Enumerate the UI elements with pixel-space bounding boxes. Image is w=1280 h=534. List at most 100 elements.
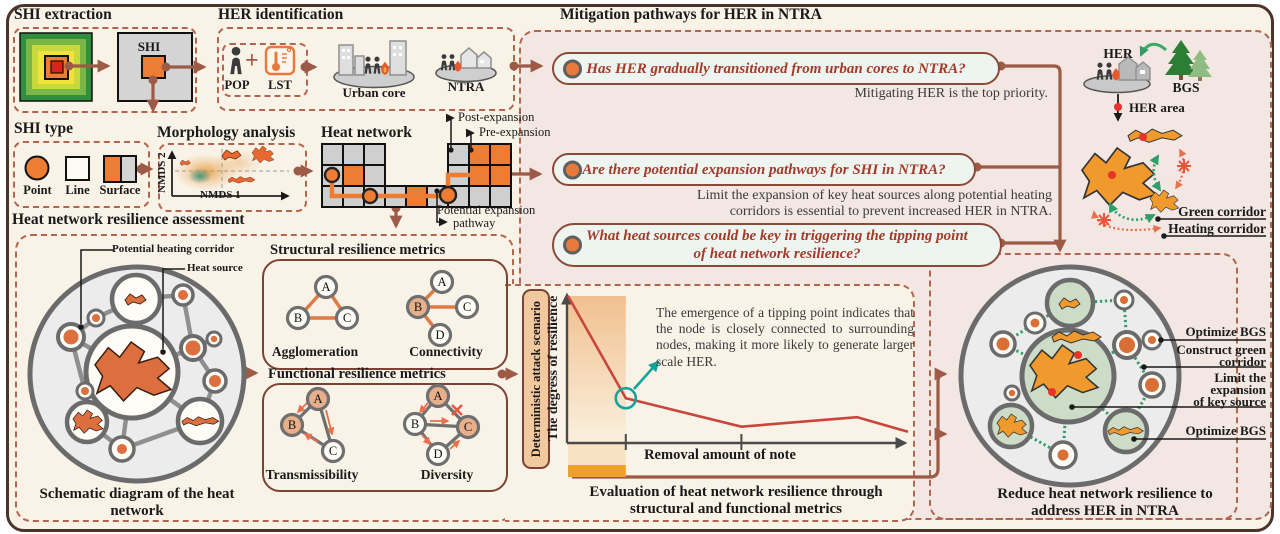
shi-type-title: SHI type [14,120,73,137]
question-1-text: Has HER gradually transitioned from urba… [586,60,966,77]
callout-optimize-bgs-2: Optimize BGS [1185,423,1266,438]
reduce-network [958,264,1266,488]
agglomeration-label: Agglomeration [271,344,359,359]
shi-type-icons [24,155,137,183]
her-area-blobs [1081,128,1183,213]
heat-source-label: Heat source [187,262,243,274]
corridor-legend-lines [1158,218,1266,237]
reduce-caption-1: Reduce heat network resilience to [997,486,1213,502]
grid-callouts [436,113,475,227]
svg-text:A: A [313,392,322,406]
trees-icon [1165,40,1212,81]
diversity-label: Diversity [420,467,474,482]
lst-icon [264,45,296,76]
svg-text:C: C [329,444,337,458]
plus-sign: + [245,48,259,74]
svg-text:B: B [294,311,302,325]
nmds-plot [167,145,290,201]
svg-text:B: B [288,418,296,432]
functional-metrics-box [262,383,508,492]
tipping-pointer-arrow [633,360,660,390]
potential-heating-corridor-label: Potential heating corridor [112,243,235,255]
shi-type-surface-label: Surface [99,183,141,197]
nmds1-axis-label: NMDS 1 [200,189,241,201]
heat-network-schematic [27,264,247,484]
her-identification-title: HER identification [218,6,344,23]
schematic-caption-1: Schematic diagram of the heat [39,486,235,502]
lst-label: LST [268,78,292,92]
svg-text:A: A [437,275,446,289]
flow-arrows [69,59,1067,479]
diversity-graph: A B C D [402,383,481,467]
schematic-callouts [80,249,185,349]
her-label: HER [1103,46,1133,61]
attack-scenario-tag: Deterministic attack scenario [522,289,550,469]
schematic-caption-2: network [110,503,164,519]
pop-label: POP [224,78,250,92]
morphology-title: Morphology analysis [157,124,296,141]
flame-icon [454,60,462,72]
attack-scenario-label: Deterministic attack scenario [528,300,543,458]
bgs-to-her-arrow [1139,42,1168,57]
resilience-chart [561,292,909,477]
answer-2-line-2: corridors is essential to prevent increa… [729,204,1052,219]
callout-limit-1: Limit the [1214,370,1266,385]
potential-expansion-label-1: Potential expansion [437,203,536,217]
flame-icon [1112,68,1120,81]
ntra-label: NTRA [447,79,485,94]
heat-source-nodes [323,166,458,205]
mitigation-title: Mitigation pathways for HER in NTRA [560,6,822,23]
blocked-corridor-stars [1097,159,1191,227]
callout-limit-2: expansion [1210,382,1266,397]
bgs-label: BGS [1172,80,1200,95]
svg-text:C: C [464,420,472,434]
svg-text:B: B [414,300,422,314]
callout-construct-green-1: Construct green [1176,342,1266,357]
chart-x-axis-label: Removal amount of note [644,447,796,463]
assessment-title: Heat network resilience assessment [12,211,245,228]
heat-network-title: Heat network [321,124,412,141]
urban-core-icon [333,40,415,89]
question-2-text: Are there potential expansion pathways f… [582,161,946,178]
transmissibility-label: Transmissibility [265,467,359,482]
question-bullet-icon [563,59,582,78]
transmissibility-graph: A B C [279,386,346,464]
reduce-callout-lines [1072,339,1266,440]
shi-extraction-title: SHI extraction [14,6,112,23]
question-3-pill: What heat sources could be key in trigge… [552,223,1002,267]
question-1-pill: Has HER gradually transitioned from urba… [552,52,1000,85]
morphology-box [158,143,307,212]
callout-construct-green-2: corridor [1219,354,1266,369]
question-bullet-icon [563,160,582,179]
agglomeration-graph: A B C [285,274,360,331]
her-area-label: HER area [1129,100,1185,115]
evaluation-caption-1: Evaluation of heat network resilience th… [589,484,883,500]
question-3-text-1: What heat sources could be key in trigge… [586,228,968,244]
answer-2-line-1: Limit the expansion of key heat sources … [697,188,1052,203]
green-corridor-label: Green corridor [1178,204,1266,219]
grid-callout-dots [434,147,474,194]
connectivity-graph: A B C D [405,269,480,348]
urban-core-label: Urban core [342,85,406,100]
evaluation-caption-2: structural and functional metrics [629,501,843,517]
shi-type-line-label: Line [65,183,90,197]
question-3-text-2: of heat network resilience? [693,246,861,262]
pre-expansion-label: Pre-expansion [479,125,551,139]
functional-metrics-title: Functional resilience metrics [268,366,446,382]
connectivity-label: Connectivity [409,344,483,359]
post-expansion-label: Post-expansion [458,110,535,124]
answer-1-text: Mitigating HER is the top priority. [854,86,1048,101]
svg-text:D: D [433,447,442,461]
question-2-pill: Are there potential expansion pathways f… [552,153,976,186]
reduce-panel [929,253,1238,520]
svg-text:C: C [343,311,351,325]
potential-expansion-label-2: pathway [453,216,496,230]
svg-text:D: D [435,328,444,342]
svg-text:A: A [321,280,330,294]
reduce-caption-2: address HER in NTRA [1031,503,1179,519]
svg-text:C: C [463,300,471,314]
flame-icon [381,61,389,75]
callout-optimize-bgs-1: Optimize BGS [1185,324,1266,339]
nmds2-axis-label: NMDS 2 [156,152,168,193]
